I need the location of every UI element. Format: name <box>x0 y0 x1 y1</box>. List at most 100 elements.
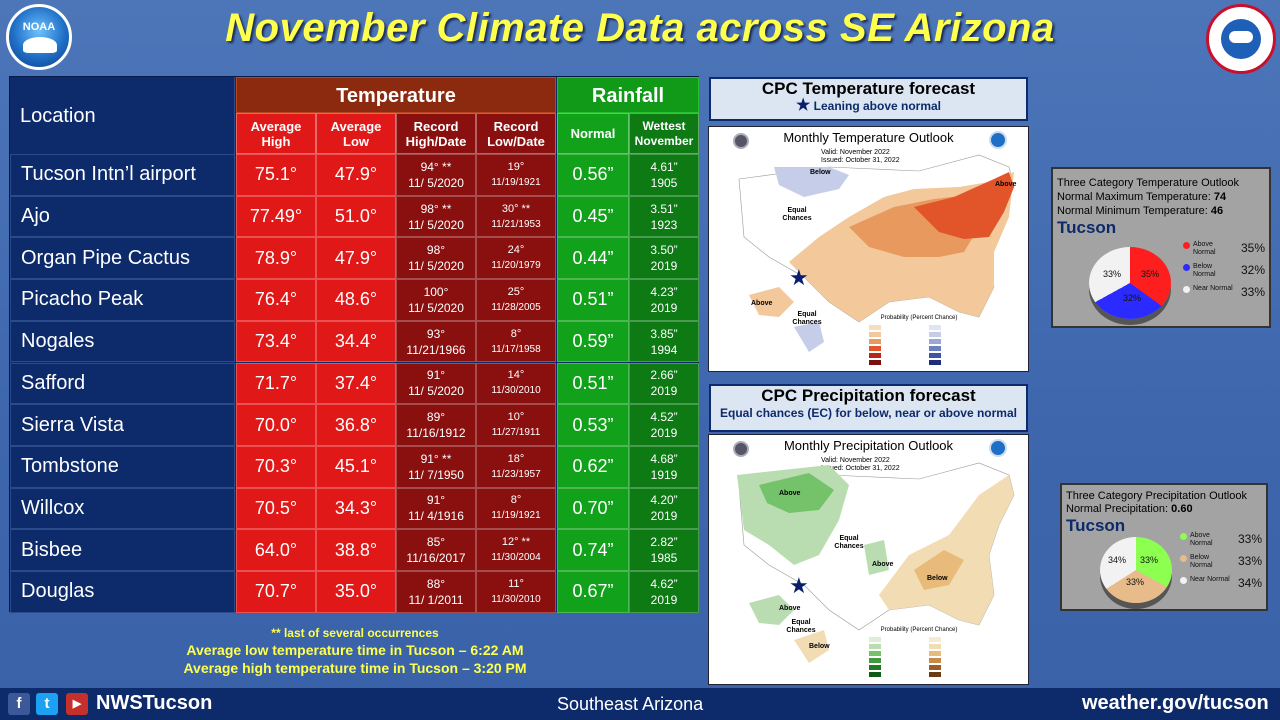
wettest-amount: 3.85” <box>650 326 678 341</box>
precip-outlook-map: Monthly Precipitation Outlook Valid: Nov… <box>708 434 1029 685</box>
temp-forecast-subtitle: Leaning above normal <box>813 99 942 113</box>
wettest-cell: 4.23” 2019 <box>629 279 699 321</box>
temp-outlook-pie <box>1089 247 1171 319</box>
precip-forecast-title: CPC Precipitation forecast <box>761 386 976 405</box>
wettest-year: 2019 <box>650 592 678 607</box>
wettest-year: 1923 <box>650 217 678 232</box>
wettest-year: 2019 <box>650 384 678 399</box>
wettest-cell: 4.61” 1905 <box>629 154 699 196</box>
legend-near: Near Normal <box>1190 576 1230 583</box>
normal-precip-value: 0.60 <box>1171 503 1193 515</box>
near-dot-icon <box>1180 577 1187 584</box>
record-high-value: 91° ** <box>420 451 452 466</box>
record-low-value: 11° <box>508 577 524 590</box>
record-high-value: 88° <box>426 576 446 591</box>
precip-label-above-2: Above <box>872 561 894 568</box>
website-link[interactable]: weather.gov/tucson <box>1082 692 1269 714</box>
above-pct: 35% <box>1241 241 1266 255</box>
avg-high-header: Average High <box>236 113 316 154</box>
record-high-value: 98° ** <box>420 201 452 216</box>
precip-map-valid: Valid: November 2022 <box>821 457 890 464</box>
avg-low-cell: 35.0° <box>316 571 396 613</box>
rainfall-header: Rainfall <box>557 77 699 113</box>
wettest-cell: 4.52” 2019 <box>629 404 699 446</box>
record-high-date: 11/ 4/1916 <box>408 509 464 524</box>
table-row: Sierra Vista 70.0° 36.8° 89° 11/16/1912 10° 11… <box>10 404 700 446</box>
precip-label-below-ak: Below <box>809 643 830 650</box>
below-dot-icon <box>1180 555 1187 562</box>
avg-high-cell: 71.7° <box>236 362 316 405</box>
normal-rain-cell: 0.51” <box>557 362 629 405</box>
footnote-high-time: Average high temperature time in Tucson … <box>183 660 527 676</box>
temp-label-above: Above <box>995 181 1017 188</box>
record-low-cell: 25° 11/28/2005 <box>476 279 556 321</box>
noaa-seal-icon <box>733 133 749 149</box>
precip-forecast-title-box: CPC Precipitation forecast Equal chances… <box>709 384 1028 432</box>
precip-label-above: Above <box>779 490 801 497</box>
twitter-icon[interactable]: t <box>36 693 58 715</box>
wettest-amount: 4.23” <box>650 284 678 299</box>
record-high-value: 98° <box>426 243 446 258</box>
record-low-date: 11/19/1921 <box>491 510 541 522</box>
normal-min-value: 46 <box>1210 205 1224 217</box>
precip-outlook-box: Three Category Precipitation Outlook Nor… <box>1060 483 1268 611</box>
avg-high-cell: 75.1° <box>236 154 316 196</box>
precip-map-legend: Probability (Percent Chance) <box>859 627 979 683</box>
record-low-value: 25° <box>507 285 525 298</box>
star-icon: ★ <box>795 97 811 114</box>
wettest-cell: 3.50” 2019 <box>629 237 699 280</box>
record-low-cell: 8° 11/19/1921 <box>476 487 556 530</box>
near-dot-icon <box>1183 286 1190 293</box>
record-low-date: 11/30/2010 <box>491 593 541 605</box>
legend-above: Above Normal <box>1190 532 1213 547</box>
record-low-value: 24° <box>507 244 525 257</box>
avg-low-cell: 45.1° <box>316 445 396 488</box>
climate-table: Location Temperature Rainfall Average Hi… <box>9 76 700 613</box>
record-low-cell: 19° 11/19/1921 <box>476 154 556 196</box>
record-high-value: 100° <box>423 284 449 299</box>
legend-near: Near Normal <box>1193 285 1233 292</box>
facebook-icon[interactable]: f <box>8 693 30 715</box>
tucson-star-icon: ★ <box>789 265 809 290</box>
location-cell: Organ Pipe Cactus <box>10 237 235 280</box>
table-row: Nogales 73.4° 34.4° 93° 11/21/1966 8° 11/17/19… <box>10 320 700 363</box>
record-high-date: 11/16/1912 <box>406 426 466 441</box>
wettest-cell: 3.51” 1923 <box>629 195 699 238</box>
record-low-date: 11/30/2010 <box>491 385 541 397</box>
wettest-cell: 4.62” 2019 <box>629 571 699 613</box>
record-low-date: 11/23/1957 <box>491 468 541 480</box>
avg-low-cell: 48.6° <box>316 279 396 321</box>
record-high-cell: 89° 11/16/1912 <box>396 404 476 446</box>
normal-rain-cell: 0.56” <box>557 154 629 196</box>
avg-high-cell: 73.4° <box>236 320 316 363</box>
normal-min-label: Normal Minimum Temperature: <box>1057 205 1208 217</box>
record-high-cell: 94° ** 11/ 5/2020 <box>396 154 476 196</box>
normal-rain-cell: 0.59” <box>557 320 629 363</box>
table-row: Tucson Intn’l airport 75.1° 47.9° 94° ** 11/… <box>10 154 700 196</box>
record-low-value: 10° <box>507 411 525 424</box>
record-high-header: Record High/Date <box>396 113 476 154</box>
below-pct: 33% <box>1238 554 1263 568</box>
location-cell: Nogales <box>10 320 235 363</box>
record-low-date: 11/30/2004 <box>491 552 541 564</box>
precip-map-graphic <box>737 462 1015 663</box>
record-high-value: 85° <box>426 535 446 550</box>
footnote-occurrences: ** last of several occurrences <box>271 626 439 640</box>
normal-rain-cell: 0.45” <box>557 195 629 238</box>
table-row: Picacho Peak 76.4° 48.6° 100° 11/ 5/2020 25° 1… <box>10 279 700 321</box>
temp-forecast-title: CPC Temperature forecast <box>761 79 976 98</box>
wettest-year: 2019 <box>650 300 678 315</box>
normal-rain-cell: 0.67” <box>557 571 629 613</box>
record-low-value: 14° <box>507 369 525 382</box>
youtube-icon[interactable]: ▶ <box>66 693 88 715</box>
record-low-date: 11/17/1958 <box>491 343 541 355</box>
wettest-year: 1905 <box>650 175 678 190</box>
avg-high-cell: 70.0° <box>236 404 316 446</box>
normal-max-label: Normal Maximum Temperature: <box>1057 191 1211 203</box>
temp-outlook-map: Monthly Temperature Outlook Valid: Novem… <box>708 126 1029 372</box>
record-low-cell: 12° ** 11/30/2004 <box>476 529 556 571</box>
wettest-amount: 2.82” <box>650 535 678 550</box>
record-high-cell: 91° 11/ 4/1916 <box>396 487 476 530</box>
record-low-value: 30° ** <box>501 202 531 215</box>
temp-label-equal-ak: Equal Chances <box>792 311 822 326</box>
